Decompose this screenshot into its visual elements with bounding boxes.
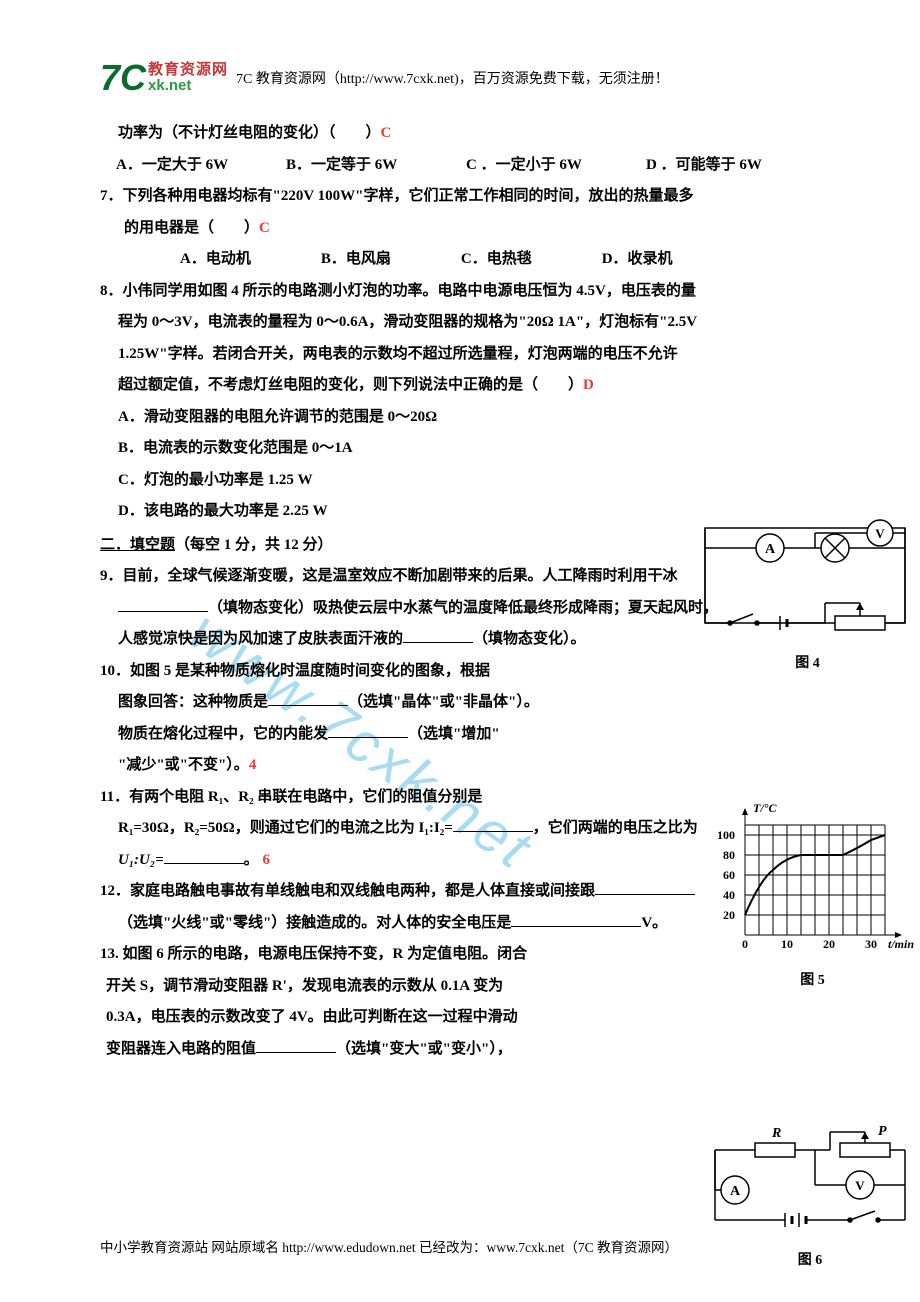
q13-l3: 0.3A，电压表的示数改变了 4V。由此可判断在这一过程中滑动	[106, 1002, 626, 1034]
q6-opt-b: B．一定等于 6W	[286, 150, 466, 182]
q13-l1: 13. 如图 6 所示的电路，电源电压保持不变，R 为定值电阻。闭合	[100, 939, 620, 971]
blank	[118, 597, 208, 612]
logo-domain: xk.net	[148, 78, 228, 93]
blank	[164, 849, 244, 864]
fig5-caption: 图 5	[705, 966, 920, 995]
svg-text:V: V	[875, 526, 885, 541]
q8-l1: 8．小伟同学用如图 4 所示的电路测小灯泡的功率。电路中电源电压恒为 4.5V，…	[100, 276, 820, 308]
q7-line1: 7．下列各种用电器均标有"220V 100W"字样，它们正常工作相同的时间，放出…	[100, 181, 820, 213]
q6-opt-a: A．一定大于 6W	[116, 150, 286, 182]
q13-l2: 开关 S，调节滑动变阻器 R'，发现电流表的示数从 0.1A 变为	[106, 971, 626, 1003]
svg-text:10: 10	[781, 937, 793, 951]
q10-l2: 图象回答：这种物质是（选填"晶体"或"非晶体"）。	[118, 687, 608, 719]
svg-text:20: 20	[823, 937, 835, 951]
logo-mark: 7C	[100, 60, 146, 96]
q10-l4: "减少"或"不变"）。4	[118, 750, 820, 782]
page-header: 7C 教育资源网 xk.net 7C 教育资源网（http://www.7cxk…	[100, 60, 820, 96]
svg-text:P: P	[878, 1124, 887, 1139]
q10-l1: 10．如图 5 是某种物质熔化时温度随时间变化的图象，根据	[100, 656, 590, 688]
q6-opt-c: C ．一定小于 6W	[466, 150, 646, 182]
q8-l4: 超过额定值，不考虑灯丝电阻的变化，则下列说法中正确的是（ ）D	[118, 370, 820, 402]
q7-opt-b: B．电风扇	[321, 244, 391, 276]
q8-opt-a: A．滑动变阻器的电阻允许调节的范围是 0～20Ω	[118, 402, 820, 434]
blank	[328, 723, 408, 738]
blank	[511, 912, 641, 927]
blank	[453, 817, 533, 832]
q8-opt-b: B．电流表的示数变化范围是 0～1A	[118, 433, 820, 465]
header-tagline: 7C 教育资源网（http://www.7cxk.net)，百万资源免费下载，无…	[236, 65, 669, 94]
q6-answer: C	[381, 125, 392, 141]
logo-cn-text: 教育资源网	[148, 63, 228, 78]
q7-opt-a: A．电动机	[180, 244, 251, 276]
svg-text:T/°C: T/°C	[753, 801, 777, 815]
figure-6: A V R P 图 6	[700, 1120, 920, 1276]
q7-opt-d: D．收录机	[602, 244, 673, 276]
q6-options: A．一定大于 6W B．一定等于 6W C ．一定小于 6W D ．可能等于 6…	[116, 150, 820, 182]
circuit-6-svg: A V R P	[700, 1120, 920, 1235]
svg-text:30: 30	[865, 937, 877, 951]
figure-5: 20 40 60 80 100 0 10 20 30 T/°C t/min 图 …	[705, 800, 920, 996]
q10-l3: 物质在熔化过程中，它的内能发（选填"增加"	[118, 719, 608, 751]
svg-text:R: R	[771, 1126, 781, 1141]
q6-line: 功率为（不计灯丝电阻的变化）（ ）C	[118, 118, 820, 150]
svg-text:A: A	[730, 1184, 741, 1199]
svg-text:20: 20	[723, 908, 735, 922]
svg-text:60: 60	[723, 868, 735, 882]
blank	[268, 691, 348, 706]
blank	[595, 880, 695, 895]
svg-text:A: A	[765, 542, 776, 557]
blank	[403, 628, 473, 643]
figure-4: A V	[695, 518, 920, 679]
svg-text:40: 40	[723, 888, 735, 902]
q7-answer: C	[259, 220, 270, 236]
q7-opt-c: C．电热毯	[461, 244, 532, 276]
fig4-caption: 图 4	[695, 649, 920, 678]
logo: 7C 教育资源网 xk.net	[100, 60, 228, 96]
q7-options: A．电动机 B．电风扇 C．电热毯 D．收录机	[180, 244, 820, 276]
q11-answer: 6	[262, 852, 270, 868]
q13-l4: 变阻器连入电路的阻值（选填"变大"或"变小"），	[106, 1034, 820, 1066]
svg-text:t/min: t/min	[888, 937, 914, 951]
chart-5-svg: 20 40 60 80 100 0 10 20 30 T/°C t/min	[705, 800, 920, 955]
q7-line2: 的用电器是（ ）C	[124, 213, 820, 245]
q8-l3: 1.25W"字样。若闭合开关，两电表的示数均不超过所选量程，灯泡两端的电压不允许	[118, 339, 820, 371]
svg-text:100: 100	[717, 828, 735, 842]
q6-opt-d: D ．可能等于 6W	[646, 150, 762, 182]
svg-text:V: V	[855, 1178, 865, 1193]
svg-text:0: 0	[742, 937, 748, 951]
fig6-caption: 图 6	[700, 1246, 920, 1275]
q8-l2: 程为 0～3V，电流表的量程为 0～0.6A，滑动变阻器的规格为"20Ω 1A"…	[118, 307, 820, 339]
q8-answer: D	[583, 377, 594, 393]
circuit-4-svg: A V	[695, 518, 920, 638]
svg-text:80: 80	[723, 848, 735, 862]
q8-opt-c: C．灯泡的最小功率是 1.25 W	[118, 465, 820, 497]
q10-answer: 4	[249, 757, 257, 773]
blank	[256, 1038, 336, 1053]
